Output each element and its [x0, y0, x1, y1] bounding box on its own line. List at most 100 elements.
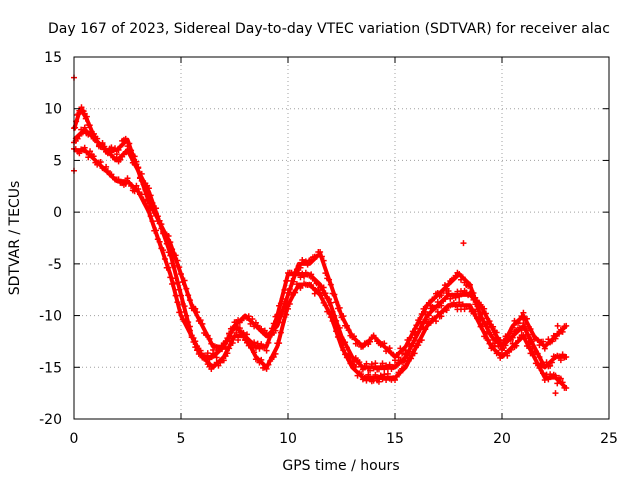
data-point-track-b: [375, 378, 382, 385]
data-point-track-c: [158, 221, 165, 228]
data-point-track-a: [122, 148, 129, 155]
data-point-track-a: [315, 281, 322, 288]
data-point-track-a: [170, 262, 177, 269]
data-point-track-c: [367, 338, 374, 345]
data-point-track-b: [220, 357, 227, 364]
data-point-track-b: [340, 347, 347, 354]
data-point-track-c: [254, 322, 261, 329]
data-point-track-c: [133, 158, 140, 165]
data-point-track-c: [183, 285, 190, 292]
data-point-track-a: [482, 310, 489, 317]
data-point-track-a: [181, 303, 188, 310]
data-point-track-b: [358, 371, 365, 378]
chart-title: Day 167 of 2023, Sidereal Day-to-day VTE…: [48, 21, 610, 37]
data-point-track-c: [456, 271, 463, 278]
data-point-track-c: [392, 357, 398, 364]
data-point-track-b: [138, 191, 145, 198]
data-point-track-c: [206, 335, 213, 342]
data-point-track-b: [186, 327, 193, 334]
data-point-track-c: [493, 336, 500, 343]
data-point-track-c: [154, 213, 161, 220]
data-point-track-b: [333, 328, 340, 335]
data-point-track-b: [433, 318, 440, 325]
data-point-track-b: [224, 350, 231, 357]
data-point-track-c: [115, 146, 122, 153]
data-point-track-c: [145, 185, 152, 192]
data-point-track-b: [563, 384, 570, 391]
data-point-track-b: [318, 292, 325, 299]
data-point-track-b: [531, 351, 538, 358]
data-point-track-c: [304, 261, 311, 268]
data-point-track-b: [393, 373, 400, 380]
data-point-track-b: [192, 338, 199, 345]
data-point-track-c: [541, 345, 548, 352]
data-point-track-b: [342, 351, 349, 358]
data-point-track-b: [172, 292, 179, 299]
data-point-track-b: [272, 350, 279, 357]
data-point-track-b: [195, 350, 202, 357]
data-point-track-b: [545, 376, 552, 383]
data-point-track-c: [186, 297, 193, 304]
data-point-track-c: [548, 338, 555, 345]
data-point-track-b: [392, 377, 398, 384]
data-point-track-b: [352, 363, 359, 370]
data-point-track-b: [509, 340, 516, 347]
data-point-track-b: [338, 339, 345, 346]
data-point-track-c: [411, 330, 418, 337]
data-point-track-c: [272, 327, 279, 334]
data-point-track-c: [472, 301, 479, 308]
data-point-track-b: [326, 308, 333, 315]
data-point-track-a: [452, 294, 459, 301]
data-point-track-c: [165, 232, 172, 239]
data-point-track-c: [516, 316, 523, 323]
data-point-track-c: [326, 276, 333, 283]
data-point-track-c: [117, 143, 124, 150]
data-point-track-b: [327, 314, 334, 321]
data-point-track-b: [557, 375, 564, 382]
data-point-track-b: [383, 376, 390, 383]
data-point-track-b: [486, 340, 493, 347]
data-point-track-a: [308, 271, 315, 278]
data-point-track-c: [185, 292, 192, 299]
data-point-track-a: [211, 351, 218, 358]
series-line-track-c: [72, 127, 568, 359]
data-point-track-a: [368, 361, 375, 368]
data-point-track-a: [258, 341, 265, 348]
data-point-track-a: [547, 362, 554, 369]
x-axis-label: GPS time / hours: [282, 458, 399, 474]
data-point-track-b: [174, 299, 181, 306]
data-point-track-c: [418, 310, 425, 317]
data-point-track-b: [265, 361, 272, 368]
data-point-track-b: [408, 355, 415, 362]
data-point-track-a: [326, 296, 333, 303]
data-point-track-c: [285, 289, 291, 296]
data-point-track-c: [443, 285, 450, 292]
data-point-track-c: [279, 308, 286, 315]
data-point-track-b: [83, 149, 90, 156]
data-point-track-c: [112, 145, 119, 152]
data-point-track-b: [201, 352, 208, 359]
data-point-track-b: [515, 337, 522, 344]
data-point-track-a: [456, 293, 463, 300]
data-point-track-b: [126, 179, 133, 186]
data-point-track-c: [181, 277, 188, 284]
data-point-track-b: [156, 238, 163, 245]
data-point-track-c: [99, 140, 106, 147]
data-point-track-b: [345, 354, 352, 361]
data-point-track-c: [81, 124, 88, 131]
data-point-track-c: [515, 320, 522, 327]
data-point-track-a: [447, 295, 454, 302]
data-point-track-c: [249, 315, 256, 322]
data-point-track-a: [370, 365, 377, 372]
data-point-track-a: [336, 324, 343, 331]
data-point-track-c: [317, 248, 324, 255]
data-points: [71, 74, 570, 397]
data-point-track-b: [87, 148, 94, 155]
data-point-track-c: [302, 258, 309, 265]
data-point-outlier: [552, 390, 559, 397]
data-point-track-c: [345, 327, 352, 334]
data-point-track-a: [377, 363, 384, 370]
data-point-track-a: [78, 104, 85, 111]
data-point-track-b: [534, 360, 541, 367]
data-point-track-c: [543, 341, 550, 348]
